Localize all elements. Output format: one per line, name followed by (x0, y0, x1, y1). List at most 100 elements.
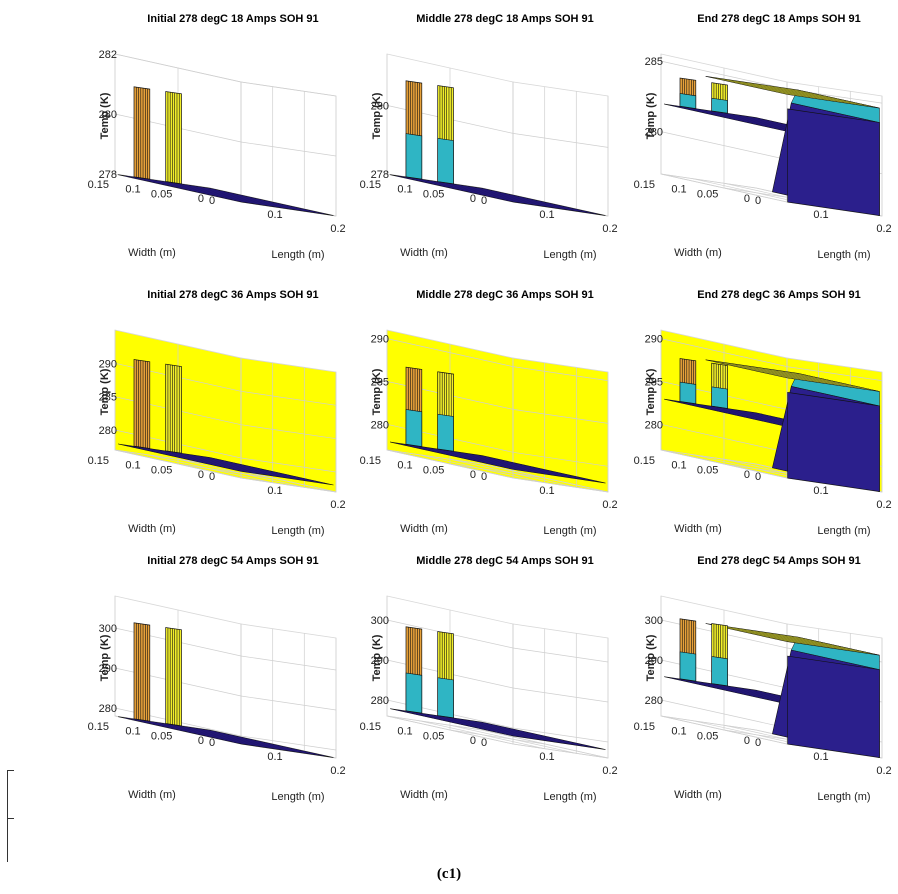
y-tick-label: 0 (470, 193, 476, 205)
y-tick-label: 0.05 (151, 730, 172, 742)
tab-fin-lower (679, 93, 697, 109)
x-axis-label: Length (m) (543, 791, 596, 803)
z-tick-label: 280 (99, 425, 117, 437)
y-gridline (418, 362, 546, 484)
mesh-line (670, 677, 763, 692)
mesh-line (781, 376, 874, 391)
tab-fin (165, 363, 182, 454)
mesh-line (205, 463, 298, 478)
z-axis-label: Temp (K) (371, 634, 383, 681)
y-axis-label: Width (m) (674, 789, 722, 801)
chart-title: Middle 278 degC 36 Amps SOH 91 (416, 289, 593, 301)
mesh-line (160, 725, 253, 740)
mesh-line (706, 408, 799, 423)
mesh-line (414, 179, 507, 194)
mesh-line (441, 453, 534, 468)
y-tick-label: 0.1 (125, 726, 140, 738)
mesh-line (232, 469, 325, 484)
mesh-line (459, 457, 552, 472)
tab-fin (133, 86, 151, 180)
y-axis-label: Width (m) (400, 523, 448, 535)
back-wall-right (512, 357, 609, 493)
mesh-line (486, 195, 579, 210)
mesh-line (775, 91, 868, 106)
mesh-line (486, 463, 579, 478)
y-axis-label: Width (m) (400, 789, 448, 801)
mesh-line (214, 465, 307, 480)
z-axis-label: Temp (K) (371, 92, 383, 139)
y-tick-label: 0.15 (88, 721, 109, 733)
x-axis-label: Length (m) (817, 249, 870, 261)
y-gridline (114, 358, 242, 479)
mesh-line (133, 177, 226, 192)
mesh-line (477, 461, 570, 476)
y-gridline (481, 638, 609, 759)
mesh-line (432, 451, 525, 466)
x-tick-label: 0.1 (539, 751, 554, 763)
z-tick-label: 280 (371, 695, 389, 707)
mesh-line (405, 711, 498, 726)
x-tick-label: 0.1 (813, 209, 828, 221)
mesh-line (205, 735, 298, 750)
y-tick-label: 0 (744, 193, 750, 205)
mesh-line (459, 723, 552, 738)
x-tick-label: 0 (755, 737, 761, 749)
mesh-line (477, 727, 570, 742)
mesh-line (770, 373, 862, 388)
y-gridline (660, 358, 788, 479)
mesh-line (160, 183, 253, 198)
z-tick-label: 280 (99, 703, 117, 715)
z-axis-label: Temp (K) (371, 368, 383, 415)
y-tick-label: 0 (198, 735, 204, 747)
mesh-line (396, 443, 489, 458)
y-axis-label: Width (m) (128, 247, 176, 259)
mesh-line (133, 447, 226, 462)
mesh-line (752, 633, 845, 648)
y-tick-label: 0.15 (88, 455, 109, 467)
mesh-line (706, 113, 799, 128)
y-tick-label: 0.05 (423, 730, 444, 742)
mesh-line (711, 77, 804, 92)
y-tick-label: 0.1 (125, 460, 140, 472)
y-tick-label: 0.05 (151, 188, 172, 200)
mesh-line (468, 191, 561, 206)
x-tick-label: 0.2 (602, 223, 617, 235)
y-tick-label: 0.05 (151, 464, 172, 476)
mesh-line (729, 364, 821, 379)
mesh-line (223, 467, 316, 482)
mesh-line (187, 731, 280, 746)
chart-title: Middle 278 degC 54 Amps SOH 91 (416, 555, 593, 567)
x-tick-label: 0 (209, 471, 215, 483)
y-gridline (386, 624, 514, 745)
chart-title: End 278 degC 54 Amps SOH 91 (697, 555, 860, 567)
mesh-line (486, 729, 579, 744)
mesh-line (396, 709, 489, 724)
x-tick-label: 0.1 (539, 485, 554, 497)
y-tick-label: 0.1 (125, 184, 140, 196)
z-axis-label: Temp (K) (645, 634, 657, 681)
x-tick-label: 0.2 (330, 223, 345, 235)
x-axis-label: Length (m) (543, 525, 596, 537)
mesh-line (740, 631, 833, 646)
y-tick-label: 0.15 (88, 179, 109, 191)
mesh-line (781, 640, 874, 655)
tab-fin-lower (437, 413, 454, 452)
mesh-line (781, 93, 874, 107)
mesh-line (432, 717, 525, 732)
z-tick-label: 280 (99, 109, 117, 121)
z-tick-label: 290 (371, 334, 389, 346)
mesh-line (697, 406, 790, 421)
mesh-line (746, 632, 839, 647)
z-tick-label: 280 (645, 695, 663, 707)
mesh-line (729, 81, 821, 96)
y-tick-label: 0.1 (671, 460, 686, 472)
mesh-line (770, 90, 862, 105)
y-tick-label: 0 (744, 735, 750, 747)
mesh-line (441, 185, 534, 200)
mesh-line (151, 451, 244, 466)
x-axis-label: Length (m) (271, 791, 324, 803)
mesh-line (441, 719, 534, 734)
y-tick-label: 0 (470, 735, 476, 747)
mesh-line (717, 78, 810, 93)
